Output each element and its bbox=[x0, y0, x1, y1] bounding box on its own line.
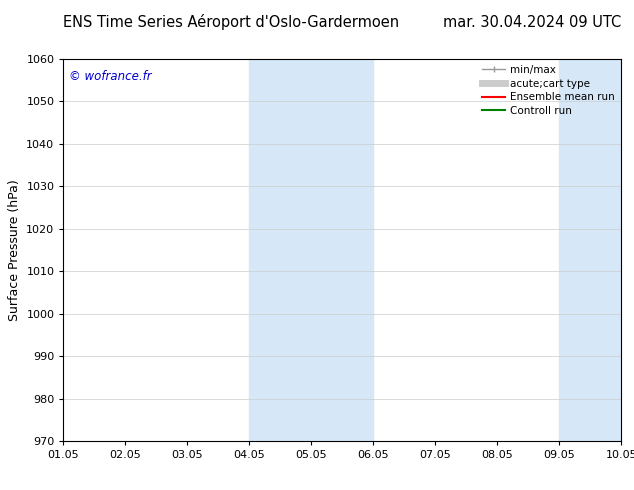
Y-axis label: Surface Pressure (hPa): Surface Pressure (hPa) bbox=[8, 179, 21, 321]
Legend: min/max, acute;cart type, Ensemble mean run, Controll run: min/max, acute;cart type, Ensemble mean … bbox=[478, 61, 619, 120]
Bar bbox=[249, 59, 311, 441]
Text: mar. 30.04.2024 09 UTC: mar. 30.04.2024 09 UTC bbox=[443, 15, 621, 29]
Bar bbox=[311, 59, 373, 441]
Bar bbox=[559, 59, 621, 441]
Text: ENS Time Series Aéroport d'Oslo-Gardermoen: ENS Time Series Aéroport d'Oslo-Gardermo… bbox=[63, 14, 399, 30]
Text: © wofrance.fr: © wofrance.fr bbox=[69, 70, 152, 83]
